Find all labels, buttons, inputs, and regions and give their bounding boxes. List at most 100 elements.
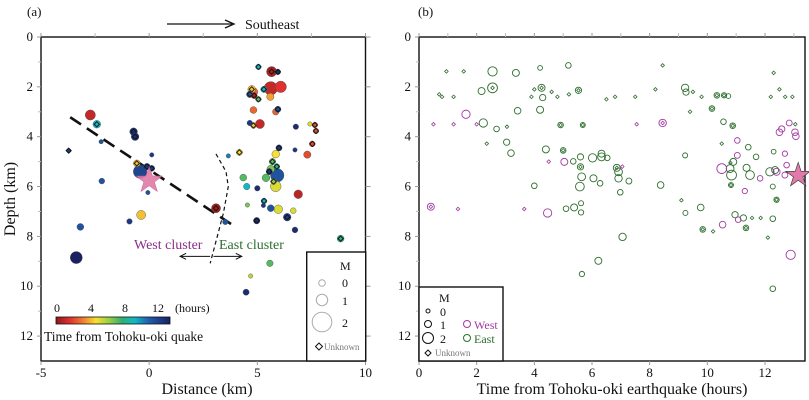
colorbar-gradient (55, 316, 171, 325)
east-event-marker (773, 196, 780, 203)
east-event-marker (769, 183, 776, 190)
east-event-marker (507, 149, 515, 157)
east-event-marker (656, 181, 665, 189)
unknown-diamond-marker (690, 89, 696, 95)
marks-b (426, 62, 809, 292)
east-event-marker (589, 174, 598, 183)
unknown-diamond-marker (679, 197, 684, 203)
unknown-diamond-marker (768, 94, 774, 100)
event-marker (136, 210, 146, 220)
southeast-arrowhead (224, 19, 236, 29)
unknown-diamond-marker (436, 91, 442, 97)
fault-dashed-line (69, 116, 236, 228)
east-event-marker (513, 107, 522, 115)
southeast-label: Southeast (245, 18, 300, 33)
event-marker (244, 202, 250, 208)
west-event-marker (785, 119, 793, 127)
west-event-marker (426, 202, 435, 211)
unknown-diamond-marker (560, 148, 566, 153)
event-marker (145, 190, 151, 195)
event-marker (222, 218, 229, 225)
panel-a-label: (a) (27, 4, 41, 19)
west-event-marker (461, 109, 471, 119)
unknown-diamond-marker (148, 165, 155, 172)
unknown-diamond-marker (274, 106, 282, 113)
unknown-diamond-marker (270, 178, 277, 185)
west-event-marker (756, 175, 764, 182)
marks-a (65, 63, 345, 296)
legend-unknown-label: Unknown (324, 342, 360, 352)
east-event-marker (696, 203, 705, 212)
east-event-marker (769, 215, 777, 222)
east-event-marker (720, 92, 728, 99)
unknown-diamond-marker (274, 68, 282, 76)
unknown-diamond-marker (265, 168, 273, 175)
unknown-diamond-marker (612, 94, 618, 100)
west-event-marker (778, 125, 786, 133)
unknown-diamond-marker (710, 229, 716, 234)
east-event-marker (594, 256, 603, 265)
east-event-marker (536, 105, 545, 114)
unknown-diamond-marker (255, 96, 262, 103)
east-event-marker (612, 163, 621, 172)
unknown-diamond-marker (576, 87, 581, 93)
east-event-marker (713, 92, 721, 99)
legend-size-label: 0 (440, 305, 446, 319)
east-event-marker (682, 210, 689, 216)
unknown-diamond-marker (490, 85, 495, 91)
west-event-marker (734, 216, 742, 223)
x-tick-label: 0 (416, 365, 423, 380)
event-marker (292, 123, 299, 130)
east-event-marker (531, 182, 538, 190)
legend-size-2 (311, 311, 333, 333)
unknown-diamond-marker (728, 160, 733, 166)
diamond-icon (424, 349, 432, 357)
east-event-marker (539, 93, 547, 102)
plot-frame (418, 36, 806, 362)
east-event-marker (769, 285, 777, 292)
panel-b-label: (b) (418, 4, 433, 19)
legend-size-label: 0 (342, 276, 348, 290)
x-tick-label: 10 (701, 365, 714, 380)
east-event-marker (575, 181, 585, 192)
unknown-diamond-marker (790, 94, 795, 100)
unknown-diamond-marker (484, 141, 490, 147)
unknown-diamond-marker (250, 92, 258, 99)
unknown-diamond-marker (719, 141, 725, 147)
west-event-marker (781, 150, 788, 157)
unknown-diamond-marker (758, 215, 764, 221)
event-marker (291, 226, 299, 234)
east-event-marker (729, 122, 736, 129)
east-event-marker (614, 167, 623, 177)
west-event-marker (783, 161, 790, 169)
unknown-diamond-marker (428, 204, 434, 210)
event-marker (293, 189, 303, 199)
east-cluster-label: East cluster (219, 238, 284, 253)
east-event-marker (680, 83, 690, 92)
unknown-diamond-marker (549, 89, 554, 95)
unknown-diamond-marker (714, 92, 720, 98)
west-event-marker (792, 132, 800, 140)
legend-unknown-label: Unknown (435, 348, 471, 358)
unknown-diamond-marker (337, 235, 344, 242)
east-event-marker (565, 62, 572, 69)
unknown-diamond-marker (774, 197, 779, 203)
legend-size-label: 2 (342, 316, 348, 330)
event-marker (273, 204, 283, 214)
east-event-marker (487, 66, 498, 77)
east-event-marker (765, 167, 775, 177)
legend-size-label: 1 (342, 294, 348, 308)
y-tick-label: 0 (27, 29, 34, 44)
east-event-marker (557, 121, 564, 129)
east-event-marker (699, 226, 706, 233)
east-event-marker (618, 232, 627, 242)
event-marker (126, 218, 133, 225)
x-axis-title-a: Distance (km) (161, 381, 252, 398)
west-event-marker (772, 167, 781, 176)
unknown-diamond-marker (444, 69, 449, 74)
x-tick-label: 6 (589, 365, 596, 380)
east-event-marker (576, 153, 585, 161)
unknown-diamond-marker (65, 147, 72, 154)
east-event-marker (625, 177, 633, 185)
